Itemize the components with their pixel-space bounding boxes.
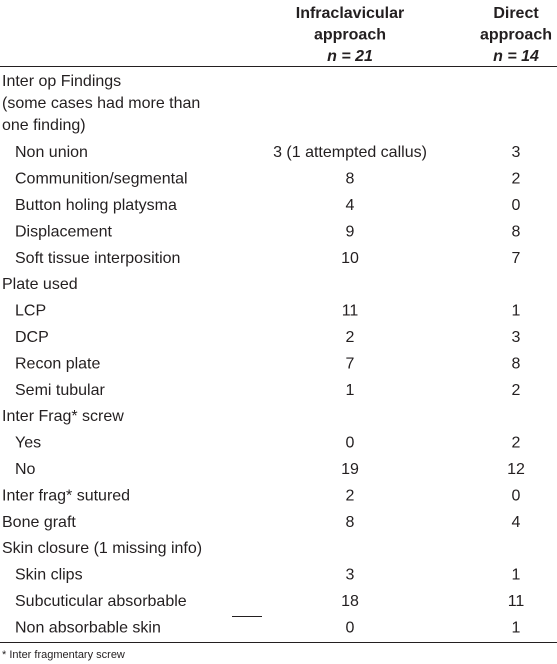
cell-value: 3 [346,567,355,584]
cell-value: 2 [512,382,521,399]
cell-value: 4 [346,197,355,214]
column-header: Infraclavicular [296,5,405,22]
cell-value: 1 [512,619,521,636]
cell-value: 10 [341,250,359,267]
section-label: Bone graft [2,514,76,531]
row-label: LCP [15,303,46,320]
row-label: No [15,461,36,478]
row-label: Non absorbable skin [15,619,161,636]
column-header: n = 14 [493,48,539,65]
cell-value: 2 [346,487,355,504]
column-header: n = 21 [327,48,373,65]
cell-value: 12 [507,461,525,478]
section-label: Inter op Findings [2,73,121,90]
row-label: Communition/segmental [15,171,188,188]
section-label: Inter frag* sutured [2,487,130,504]
row-label: Non union [15,144,88,161]
cell-value: 8 [512,223,521,240]
section-label: one finding) [2,117,86,134]
cell-value: 3 [512,329,521,346]
cell-value: 1 [346,382,355,399]
column-header: approach [480,27,552,44]
section-label: (some cases had more than [2,95,200,112]
row-label: Button holing platysma [15,197,177,214]
cell-value: 3 [512,144,521,161]
row-label: Recon plate [15,355,100,372]
row-label: Displacement [15,223,112,240]
row-label: Skin clips [15,567,83,584]
row-label: Yes [15,435,41,452]
cell-value: 11 [342,303,359,320]
section-label: Inter Frag* screw [2,408,124,425]
cell-value: 11 [508,593,525,610]
column-header: Direct [493,5,539,22]
cell-value: 4 [512,514,521,531]
cell-value: 0 [512,197,521,214]
footnote: * Inter fragmentary screw [2,649,125,661]
section-label: Plate used [2,276,78,293]
cell-value: 0 [346,435,355,452]
cell-value: 8 [512,355,521,372]
cell-value: 8 [346,514,355,531]
cell-value: 7 [346,355,355,372]
cell-value: 2 [512,435,521,452]
cell-value: 2 [512,171,521,188]
cell-value: 0 [346,619,355,636]
column-header: approach [314,27,386,44]
cell-value: 8 [346,171,355,188]
cell-value: 19 [341,461,359,478]
row-label: Soft tissue interposition [15,250,180,267]
cell-value: 0 [512,487,521,504]
cell-value: 1 [512,567,521,584]
cell-value: 2 [346,329,355,346]
cell-value: 1 [512,303,521,320]
cell-value: 9 [346,223,355,240]
row-label: DCP [15,329,49,346]
row-label: Semi tubular [15,382,105,399]
section-label: Skin closure (1 missing info) [2,540,202,557]
cell-value: 18 [341,593,359,610]
cell-value: 3 (1 attempted callus) [273,144,427,161]
cell-value: 7 [512,250,521,267]
row-label: Subcuticular absorbable [15,593,187,610]
